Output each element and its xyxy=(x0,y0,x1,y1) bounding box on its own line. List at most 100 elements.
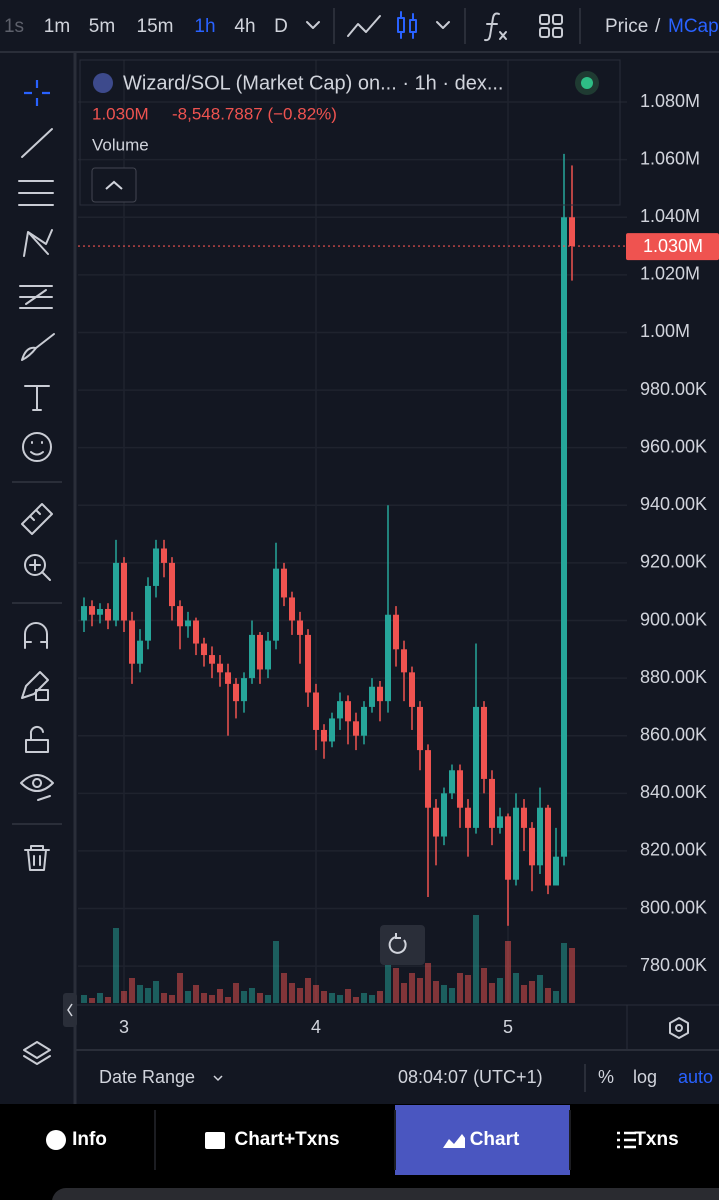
volume-bar xyxy=(441,985,447,1003)
reset-button[interactable] xyxy=(380,925,425,965)
volume-bar xyxy=(337,995,343,1003)
candle-body xyxy=(529,827,535,866)
candle-body xyxy=(249,634,255,679)
y-tick-label: 900.00K xyxy=(640,609,707,629)
volume-bar xyxy=(145,988,151,1003)
auto-toggle[interactable]: auto xyxy=(678,1067,713,1087)
volume-bar xyxy=(329,993,335,1003)
interval-button[interactable]: 4h xyxy=(234,16,255,37)
percent-toggle[interactable]: % xyxy=(598,1067,614,1087)
candle-body xyxy=(361,706,367,736)
interval-dropdown[interactable] xyxy=(306,21,320,29)
tab-label[interactable]: Chart+Txns xyxy=(234,1129,339,1150)
zoom-tool[interactable] xyxy=(24,554,51,581)
tab-label[interactable]: Info xyxy=(72,1129,107,1150)
candle-icon[interactable] xyxy=(397,11,417,39)
interval-button[interactable]: 1h xyxy=(194,16,215,37)
info-icon xyxy=(46,1130,66,1150)
x-tick-label: 3 xyxy=(119,1017,129,1037)
candle-body xyxy=(497,816,503,828)
candle-body xyxy=(465,807,471,828)
candle-body xyxy=(153,548,159,586)
volume-bar xyxy=(497,978,503,1003)
price-toggle[interactable]: Price xyxy=(605,16,648,37)
volume-bar xyxy=(545,988,551,1003)
txns-icon xyxy=(617,1131,636,1149)
trend-line-tool[interactable] xyxy=(21,128,53,158)
candle-body xyxy=(433,807,439,837)
volume-bar xyxy=(297,988,303,1003)
y-tick-label: 940.00K xyxy=(640,494,707,514)
candle-body xyxy=(377,686,383,702)
volume-bar xyxy=(361,993,367,1003)
volume-bar xyxy=(449,988,455,1003)
y-tick-label: 880.00K xyxy=(640,667,707,687)
volume-bar xyxy=(201,993,207,1003)
volume-bar xyxy=(321,991,327,1003)
emoji-tool[interactable] xyxy=(22,432,52,462)
volume-bar xyxy=(177,973,183,1003)
magnet-tool[interactable] xyxy=(24,622,48,649)
reset-icon xyxy=(388,933,407,954)
timezone-time[interactable]: 08:04:07 (UTC+1) xyxy=(398,1067,543,1087)
fib-tool[interactable] xyxy=(18,180,54,206)
interval-button[interactable]: 1s xyxy=(4,16,24,37)
crosshair-tool[interactable] xyxy=(24,80,50,106)
y-tick-label: 1.060M xyxy=(640,148,700,168)
candle-body xyxy=(297,620,303,635)
brush-tool[interactable] xyxy=(21,333,55,361)
volume-bar xyxy=(433,981,439,1003)
tab-label[interactable]: Chart xyxy=(470,1129,520,1150)
ruler-tool[interactable] xyxy=(21,503,53,535)
visibility-tool[interactable] xyxy=(20,774,54,801)
date-range[interactable]: Date Range xyxy=(99,1067,195,1087)
interval-button[interactable]: D xyxy=(274,16,288,37)
candle-body xyxy=(145,585,151,641)
log-toggle[interactable]: log xyxy=(633,1067,657,1087)
candle-body xyxy=(449,770,455,794)
volume-bar xyxy=(209,995,215,1003)
volume-bar xyxy=(409,973,415,1003)
mcap-toggle[interactable]: MCap xyxy=(668,16,719,37)
volume-bar xyxy=(513,973,519,1003)
delete-tool[interactable] xyxy=(24,845,50,871)
y-tick-label: 980.00K xyxy=(640,379,707,399)
prediction-tool[interactable] xyxy=(19,285,53,309)
text-tool[interactable] xyxy=(24,385,50,411)
volume-bar xyxy=(425,963,431,1003)
collapse-handle[interactable] xyxy=(63,993,77,1027)
tab-label[interactable]: Txns xyxy=(634,1129,678,1150)
interval-button[interactable]: 15m xyxy=(137,16,174,37)
line-chart-icon[interactable] xyxy=(347,15,381,37)
settings-icon[interactable] xyxy=(669,1017,689,1039)
indicators-icon[interactable] xyxy=(484,12,507,42)
volume-bar xyxy=(105,997,111,1003)
collapse-legend-button[interactable] xyxy=(91,167,137,203)
volume-label: Volume xyxy=(92,135,149,154)
lock-drawings-tool[interactable] xyxy=(21,671,49,701)
interval-button[interactable]: 1m xyxy=(44,16,70,37)
volume-bar xyxy=(377,991,383,1003)
volume-bar xyxy=(249,988,255,1003)
volume-bar xyxy=(225,997,231,1003)
chart-type-dropdown[interactable] xyxy=(436,21,450,29)
layers-icon[interactable] xyxy=(23,1041,51,1065)
candle-body xyxy=(457,770,463,808)
layout-icon[interactable] xyxy=(539,14,563,38)
volume-bar xyxy=(353,997,359,1003)
candle-body xyxy=(329,718,335,742)
candle-body xyxy=(481,706,487,779)
candle-body xyxy=(201,643,207,656)
candle-body xyxy=(289,597,295,621)
y-tick-label: 840.00K xyxy=(640,782,707,802)
active-tab[interactable] xyxy=(395,1105,570,1175)
pattern-tool[interactable] xyxy=(23,229,53,257)
unlock-tool[interactable] xyxy=(25,725,49,753)
candle-body xyxy=(553,856,559,886)
chart-icon xyxy=(443,1134,465,1148)
y-tick-label: 780.00K xyxy=(640,955,707,975)
interval-button[interactable]: 5m xyxy=(89,16,115,37)
candle-body xyxy=(161,548,167,563)
